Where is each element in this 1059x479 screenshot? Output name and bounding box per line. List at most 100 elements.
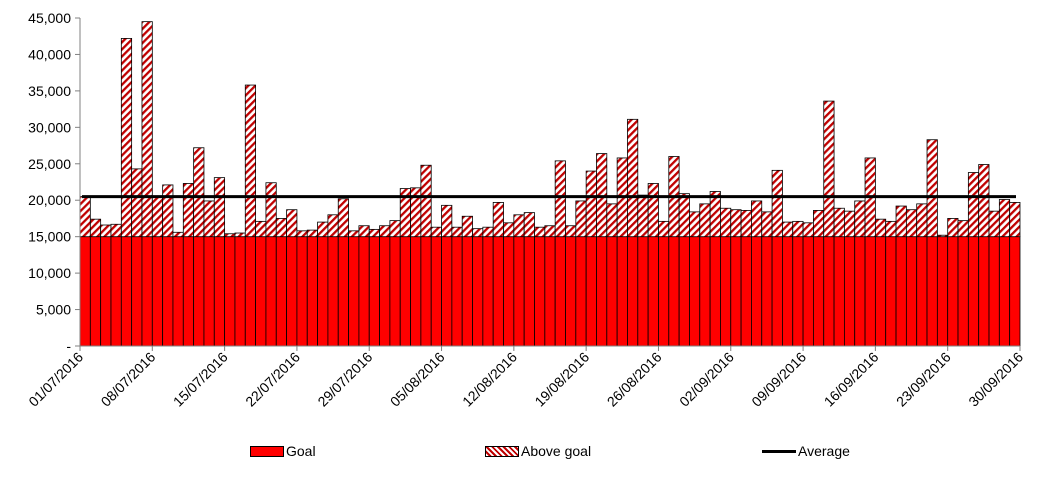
goal-bar (926, 236, 938, 347)
y-tick-label: 10,000 (28, 265, 71, 281)
goal-bar (668, 236, 680, 347)
above-goal-bar (647, 183, 659, 238)
goal-bar (162, 236, 174, 347)
above-goal-bar (317, 221, 329, 238)
above-goal-bar (1009, 202, 1021, 238)
goal-bar (317, 236, 329, 347)
above-goal-bar (503, 222, 515, 238)
above-goal-bar (988, 210, 1000, 238)
above-goal-bar (678, 193, 690, 238)
x-tick-label: 02/09/2016 (676, 349, 737, 410)
above-goal-bar (193, 147, 205, 238)
above-goal-bar (947, 218, 959, 238)
y-tick-label: 25,000 (28, 156, 71, 172)
above-goal-bar (967, 172, 980, 238)
y-tick-label: 40,000 (28, 46, 71, 62)
goal-bar (368, 236, 380, 347)
goal-bar (337, 236, 349, 347)
bar-series (79, 21, 1021, 347)
legend-label-above-goal: Above goal (521, 443, 592, 459)
goal-bar (596, 236, 608, 347)
goal-bar (854, 236, 866, 347)
goal-bar (544, 236, 556, 347)
goal-bar (286, 236, 298, 347)
goal-bar (802, 236, 814, 347)
axes (75, 17, 1021, 351)
above-goal-bar (172, 231, 184, 238)
above-goal-bar (905, 209, 918, 238)
goal-bar (905, 236, 918, 347)
goal-bar (100, 236, 112, 347)
above-goal-bar (151, 196, 164, 238)
goal-bar (585, 236, 597, 347)
goal-bar (978, 236, 990, 347)
above-goal-bar (523, 212, 535, 238)
legend-item-average: Average (762, 443, 850, 459)
goal-bar (482, 236, 494, 347)
above-goal-bar (451, 226, 463, 238)
goal-bar (967, 236, 980, 347)
goal-bar (647, 236, 659, 347)
above-goal-bar (978, 164, 990, 238)
x-tick-label: 05/08/2016 (387, 349, 448, 410)
above-goal-bar (936, 234, 949, 238)
goal-bar (441, 236, 453, 347)
above-goal-bar (100, 224, 112, 238)
goal-bar (213, 236, 226, 347)
above-goal-bar (895, 205, 907, 238)
goal-bar (689, 236, 701, 347)
above-goal-bar (275, 218, 287, 238)
legend-item-goal: Goal (250, 443, 316, 459)
above-goal-bar (120, 38, 133, 238)
above-goal-bar (286, 209, 298, 238)
goal-bar (864, 236, 876, 347)
above-goal-bar (658, 220, 670, 238)
goal-bar (430, 236, 442, 347)
above-goal-bar (213, 177, 226, 238)
goal-bar (720, 236, 732, 347)
goal-bar (637, 236, 649, 347)
goal-bar (627, 236, 639, 347)
goal-bar (131, 236, 143, 347)
goal-bar (606, 236, 618, 347)
x-tick-label: 30/09/2016 (965, 349, 1026, 410)
goal-bar (616, 236, 628, 347)
above-goal-bar (244, 84, 257, 238)
above-goal-bar (224, 233, 236, 238)
above-goal-bar (492, 202, 504, 238)
above-goal-bar (141, 21, 153, 238)
above-goal-bar (751, 200, 763, 238)
goal-bar (503, 236, 515, 347)
above-goal-bar (606, 203, 618, 238)
goal-bar (296, 236, 308, 347)
goal-bar (823, 236, 835, 347)
above-goal-bar (720, 207, 732, 238)
goal-bar (420, 236, 432, 347)
above-goal-bar (575, 200, 587, 238)
goal-bar (224, 236, 236, 347)
x-tick-label: 08/07/2016 (98, 349, 159, 410)
x-tick-label: 16/09/2016 (821, 349, 882, 410)
above-goal-bar (854, 200, 866, 238)
goal-bar (885, 236, 897, 347)
goal-bar (513, 236, 525, 347)
goal-bar (151, 236, 164, 347)
x-tick-labels: 01/07/2016 08/07/2016 15/07/2016 22/07/2016… (25, 349, 1026, 410)
goal-bar (957, 236, 969, 347)
y-tick-label: 20,000 (28, 192, 71, 208)
above-goal-bar (689, 211, 701, 238)
above-goal-bar (885, 220, 897, 238)
goal-bar (895, 236, 907, 347)
above-goal-bar (782, 221, 794, 238)
goal-bar (792, 236, 804, 347)
above-goal-bar (513, 214, 525, 238)
above-goal-bar (740, 210, 752, 238)
above-goal-bar (131, 168, 143, 238)
above-goal-bar (813, 210, 825, 238)
goal-bar (182, 236, 195, 347)
above-goal-bar (709, 191, 721, 238)
above-goal-bar (565, 225, 577, 238)
goal-bar (306, 236, 318, 347)
goal-bar (782, 236, 794, 347)
above-goal-bar (337, 198, 349, 238)
